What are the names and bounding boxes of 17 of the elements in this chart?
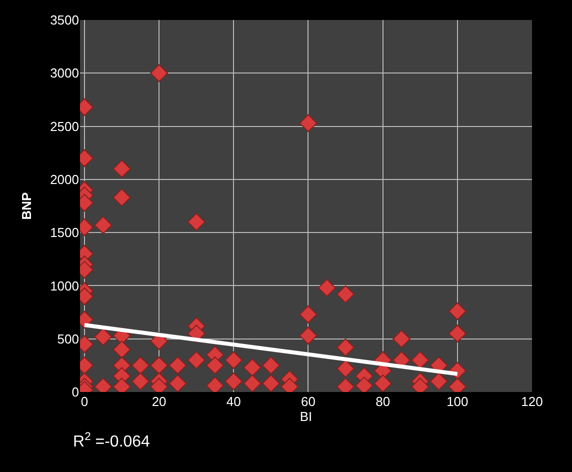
text: R$^{2}$ =-0.064: [73, 431, 150, 451]
y-tick-label: 1000: [50, 278, 79, 294]
x-tick-label: 20: [152, 394, 166, 409]
y-tick-label: 2000: [50, 172, 79, 187]
y-tick-label: 3000: [50, 66, 79, 81]
y-tick-label: 2500: [50, 118, 79, 134]
x-tick-label: 0: [80, 394, 88, 409]
x-tick-label: 80: [376, 394, 390, 409]
x-tick-label: 100: [446, 394, 468, 409]
x-tick-label: 120: [521, 394, 543, 409]
y-axis-title: BNP: [19, 192, 34, 220]
x-tick-label: 60: [301, 394, 316, 409]
y-tick-label: 1500: [50, 225, 79, 240]
x-axis-title: BI: [300, 409, 312, 424]
y-tick-label: 500: [57, 331, 79, 346]
y-tick-label: 3500: [50, 12, 79, 28]
x-tick-label: 40: [226, 394, 241, 409]
